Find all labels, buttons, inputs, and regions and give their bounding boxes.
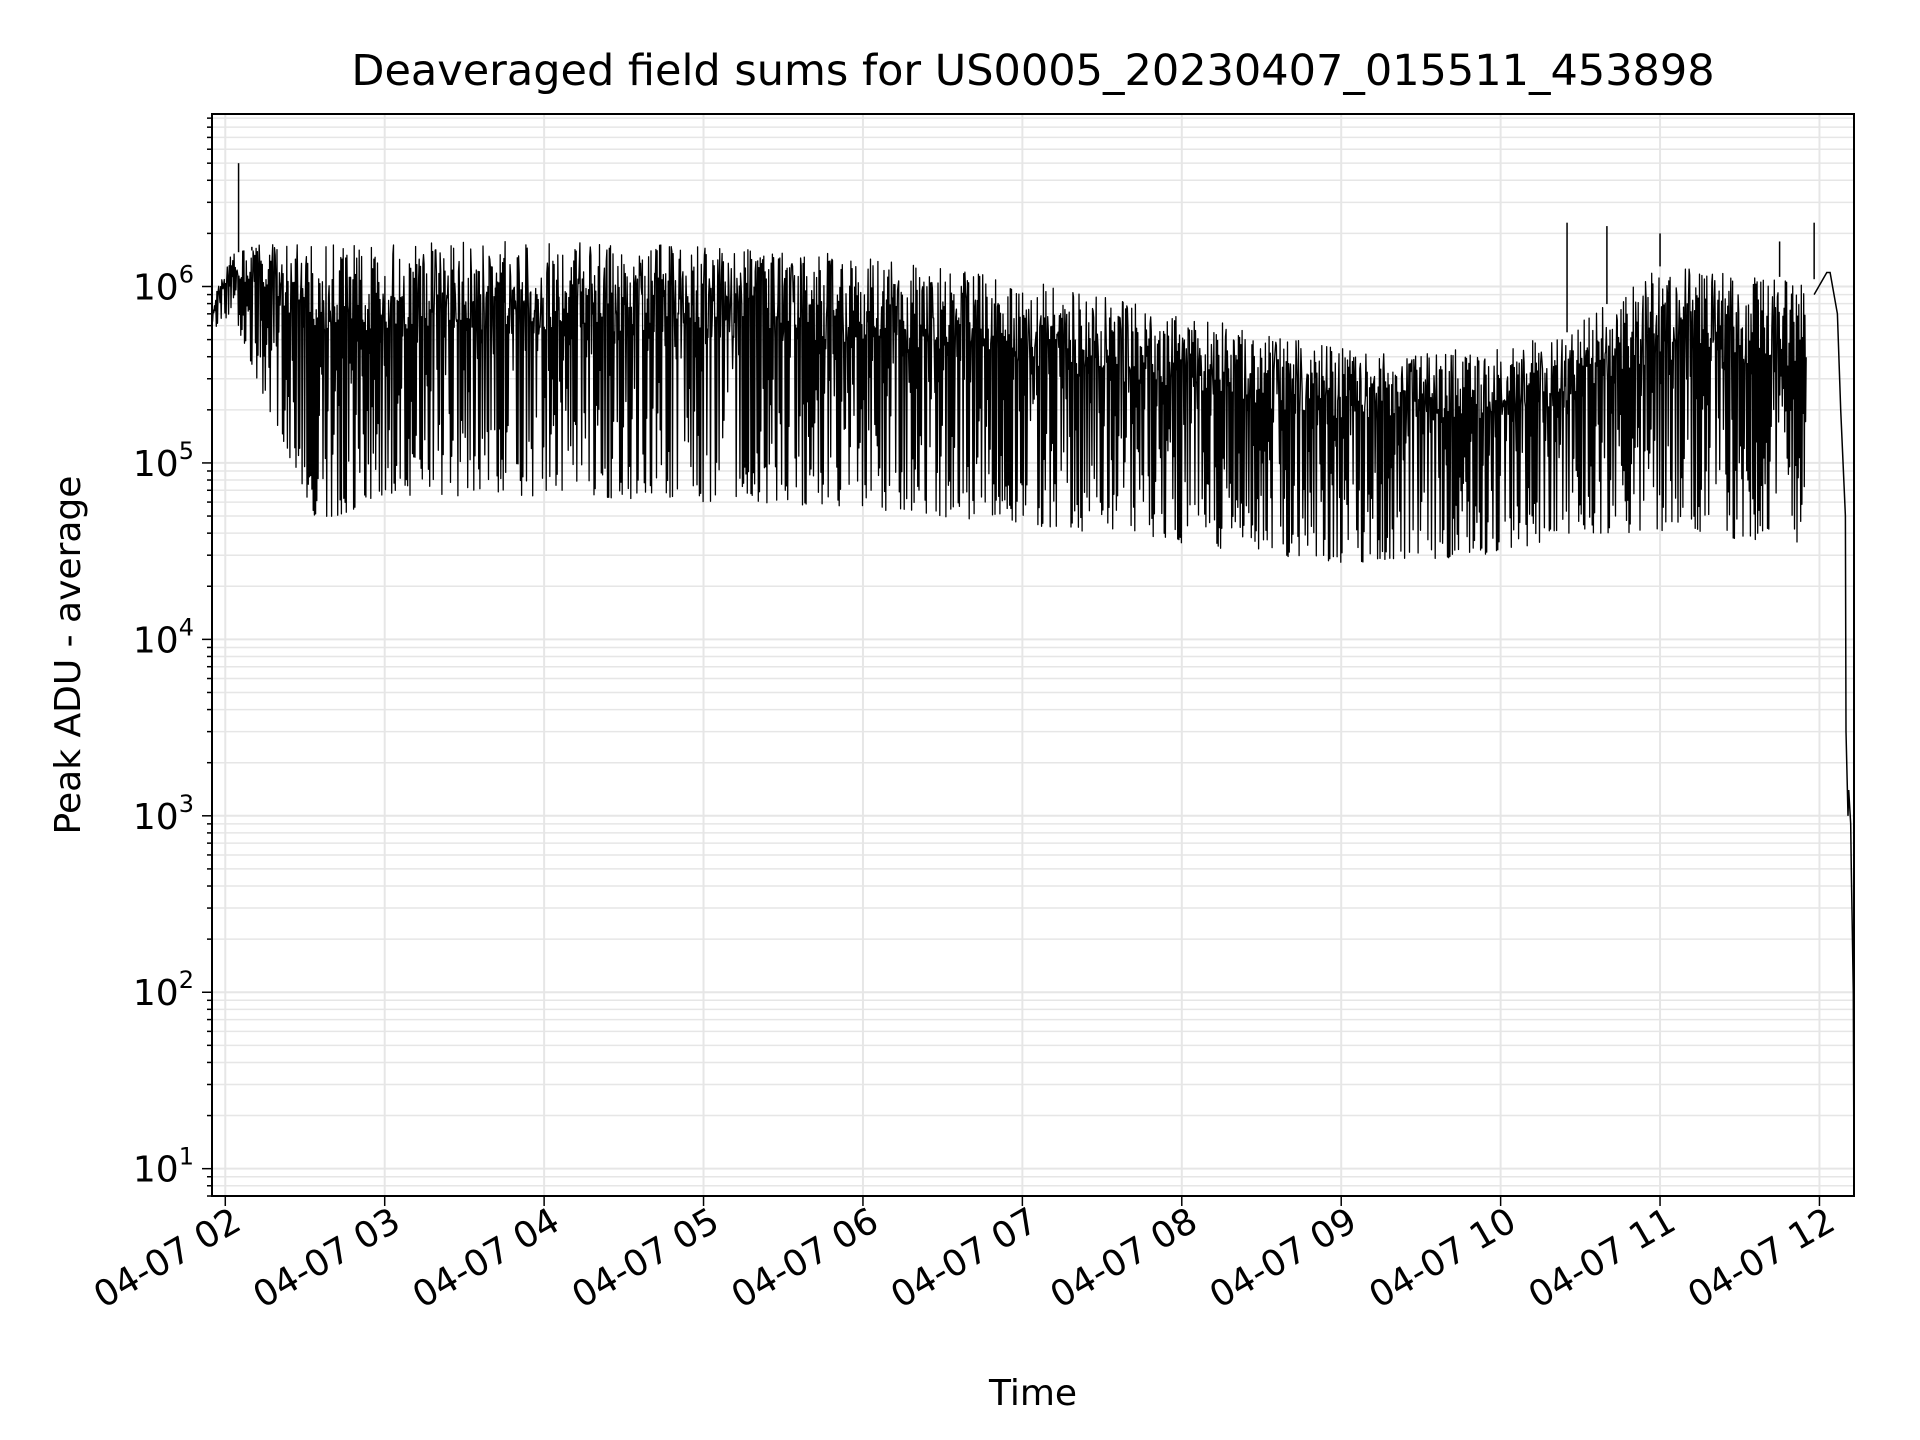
series-trace [211, 241, 1807, 563]
y-tick-label: 103 [133, 790, 194, 838]
chart-title: Deaveraged field sums for US0005_2023040… [351, 46, 1714, 96]
series-line [211, 163, 1855, 1186]
y-tick-label: 106 [133, 261, 194, 309]
y-tick-label: 104 [133, 613, 194, 661]
plot-frame [211, 113, 1855, 1197]
y-axis-label: Peak ADU - average [48, 476, 89, 835]
y-tick-label: 101 [133, 1143, 194, 1191]
x-axis-label: Time [988, 1373, 1077, 1414]
y-tick-label: 105 [133, 437, 194, 485]
y-tick-labels: 101 102 103 104 105 106 [133, 261, 194, 1191]
y-tick-label: 102 [133, 966, 194, 1014]
series-falloff [1813, 271, 1855, 1186]
